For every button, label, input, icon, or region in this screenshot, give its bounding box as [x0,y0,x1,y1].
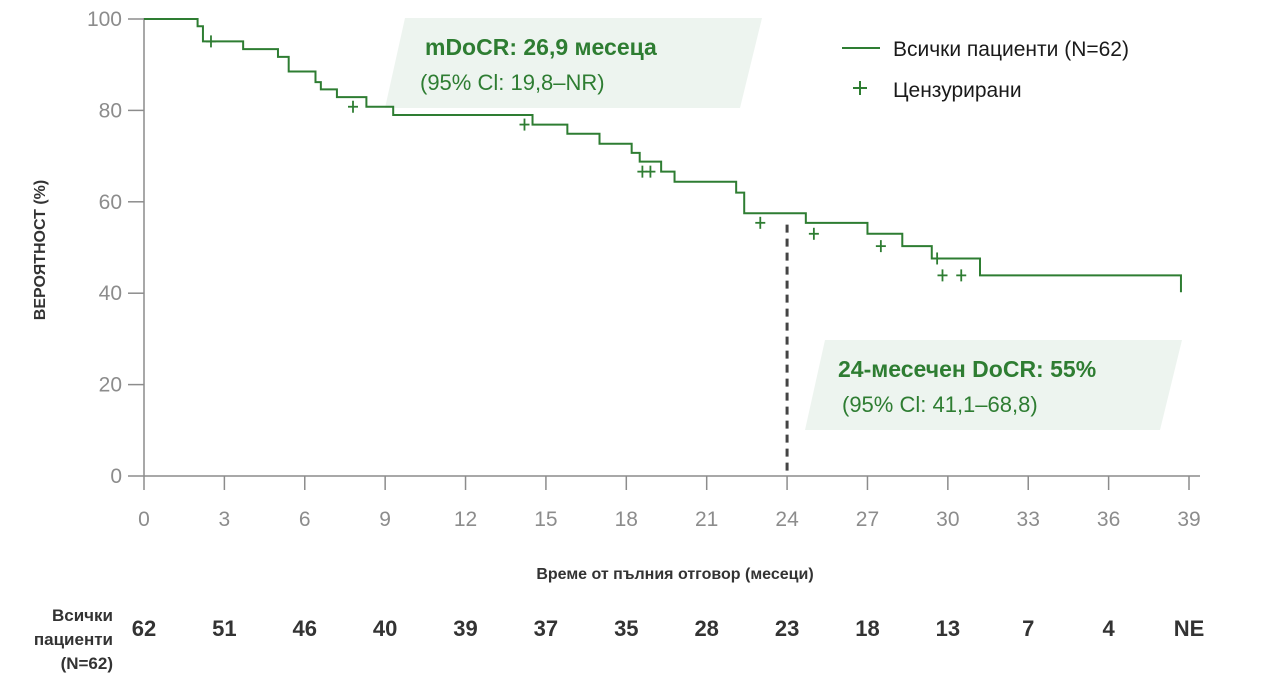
y-ticks: 0 20 40 60 80 100 [87,8,144,488]
x-tick-label: 0 [138,508,150,531]
y-tick-label: 40 [99,282,122,305]
risk-table-value: 39 [453,616,477,641]
callout-median-subtitle: (95% Cl: 19,8–NR) [420,70,605,95]
risk-table-value: 13 [936,616,960,641]
censor-mark [932,252,943,265]
x-tick-label: 9 [379,508,391,531]
callout-docr24-title: 24-месечен DoCR: 55% [838,356,1096,382]
risk-table-label: Всички пациенти (N=62) [34,606,113,673]
x-axis-title: Време от пълния отговор (месеци) [536,566,813,583]
censor-mark [755,216,766,229]
callout-median-bg [385,18,762,108]
risk-table-values: 62 51 46 40 39 37 35 28 23 18 13 7 4 NE [132,616,1205,641]
risk-table-value: 7 [1022,616,1034,641]
risk-table-value: 62 [132,616,156,641]
risk-table-label-line-2: пациенти [34,630,113,649]
callout-median-title: mDoCR: 26,9 месеца [425,34,657,60]
x-tick-label: 36 [1097,508,1120,531]
series-line-all-patients [144,18,1182,293]
censor-marks [205,35,967,282]
risk-table-value: 37 [534,616,558,641]
risk-table-value: 40 [373,616,397,641]
y-axis-title: ВЕРОЯТНОСТ (%) [32,180,49,320]
censor-mark [937,269,948,282]
callout-docr24-subtitle: (95% Cl: 41,1–68,8) [842,392,1038,417]
callout-docr24-bg [805,340,1182,430]
x-tick-label: 30 [936,508,959,531]
censor-mark [348,100,358,113]
x-tick-label: 33 [1017,508,1040,531]
y-tick-label: 60 [99,191,122,214]
x-tick-label: 3 [219,508,231,531]
risk-table-value: 23 [775,616,799,641]
x-tick-label: 24 [775,508,799,531]
risk-table-value: NE [1174,616,1205,641]
y-tick-label: 20 [99,374,122,397]
censor-mark [808,227,819,240]
censor-mark [645,165,656,178]
risk-table-value: 4 [1102,616,1115,641]
y-tick-label: 80 [99,99,122,122]
x-tick-label: 12 [454,508,477,531]
callout-docr24: 24-месечен DoCR: 55% (95% Cl: 41,1–68,8) [805,340,1182,430]
risk-table-value: 28 [694,616,718,641]
censor-mark [205,35,216,48]
risk-table-label-line-1: Всички [52,606,113,625]
risk-table-value: 35 [614,616,638,641]
risk-table-value: 18 [855,616,879,641]
x-tick-label: 6 [299,508,311,531]
callout-median: mDoCR: 26,9 месеца (95% Cl: 19,8–NR) [385,18,762,108]
x-ticks: 0 3 6 9 12 15 18 21 24 27 30 33 36 39 [138,476,1201,531]
censor-mark [875,240,886,253]
legend: Всички пациенти (N=62) Цензурирани [842,38,1129,102]
risk-table-label-line-3: (N=62) [61,654,113,673]
x-tick-label: 39 [1177,508,1200,531]
y-tick-label: 0 [110,465,122,488]
legend-label-censored: Цензурирани [893,79,1022,102]
axes [143,18,1200,477]
x-tick-label: 15 [534,508,557,531]
x-tick-label: 21 [695,508,718,531]
censor-mark [956,269,967,282]
x-tick-label: 18 [615,508,638,531]
censor-mark [519,118,530,131]
risk-table-value: 51 [212,616,236,641]
risk-table-value: 46 [293,616,317,641]
x-tick-label: 27 [856,508,879,531]
legend-label-series: Всички пациенти (N=62) [893,38,1129,61]
legend-censor-icon [853,81,867,95]
y-tick-label: 100 [87,8,122,31]
